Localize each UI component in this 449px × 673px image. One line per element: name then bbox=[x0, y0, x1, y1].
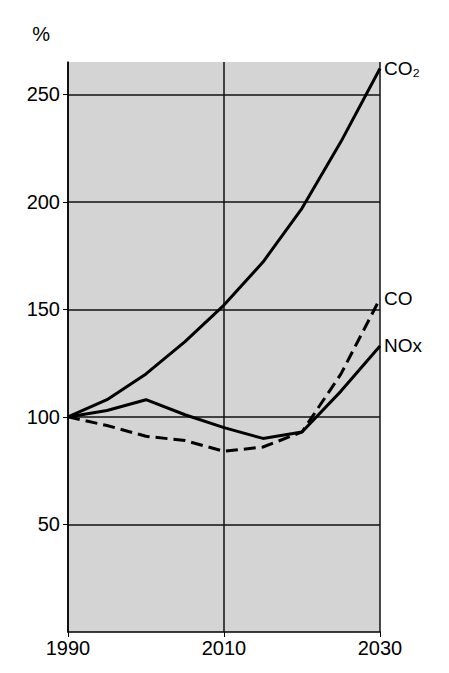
svg-text:2010: 2010 bbox=[202, 637, 247, 659]
svg-text:50: 50 bbox=[38, 513, 60, 535]
svg-text:2030: 2030 bbox=[358, 637, 403, 659]
svg-text:NOx: NOx bbox=[384, 335, 423, 356]
svg-text:1990: 1990 bbox=[46, 637, 91, 659]
svg-text:100: 100 bbox=[27, 406, 60, 428]
svg-text:%: % bbox=[32, 23, 50, 45]
svg-text:CO: CO bbox=[384, 288, 413, 309]
svg-text:CO₂: CO₂ bbox=[384, 58, 420, 79]
svg-text:200: 200 bbox=[27, 191, 60, 213]
svg-text:150: 150 bbox=[27, 298, 60, 320]
svg-text:250: 250 bbox=[27, 83, 60, 105]
